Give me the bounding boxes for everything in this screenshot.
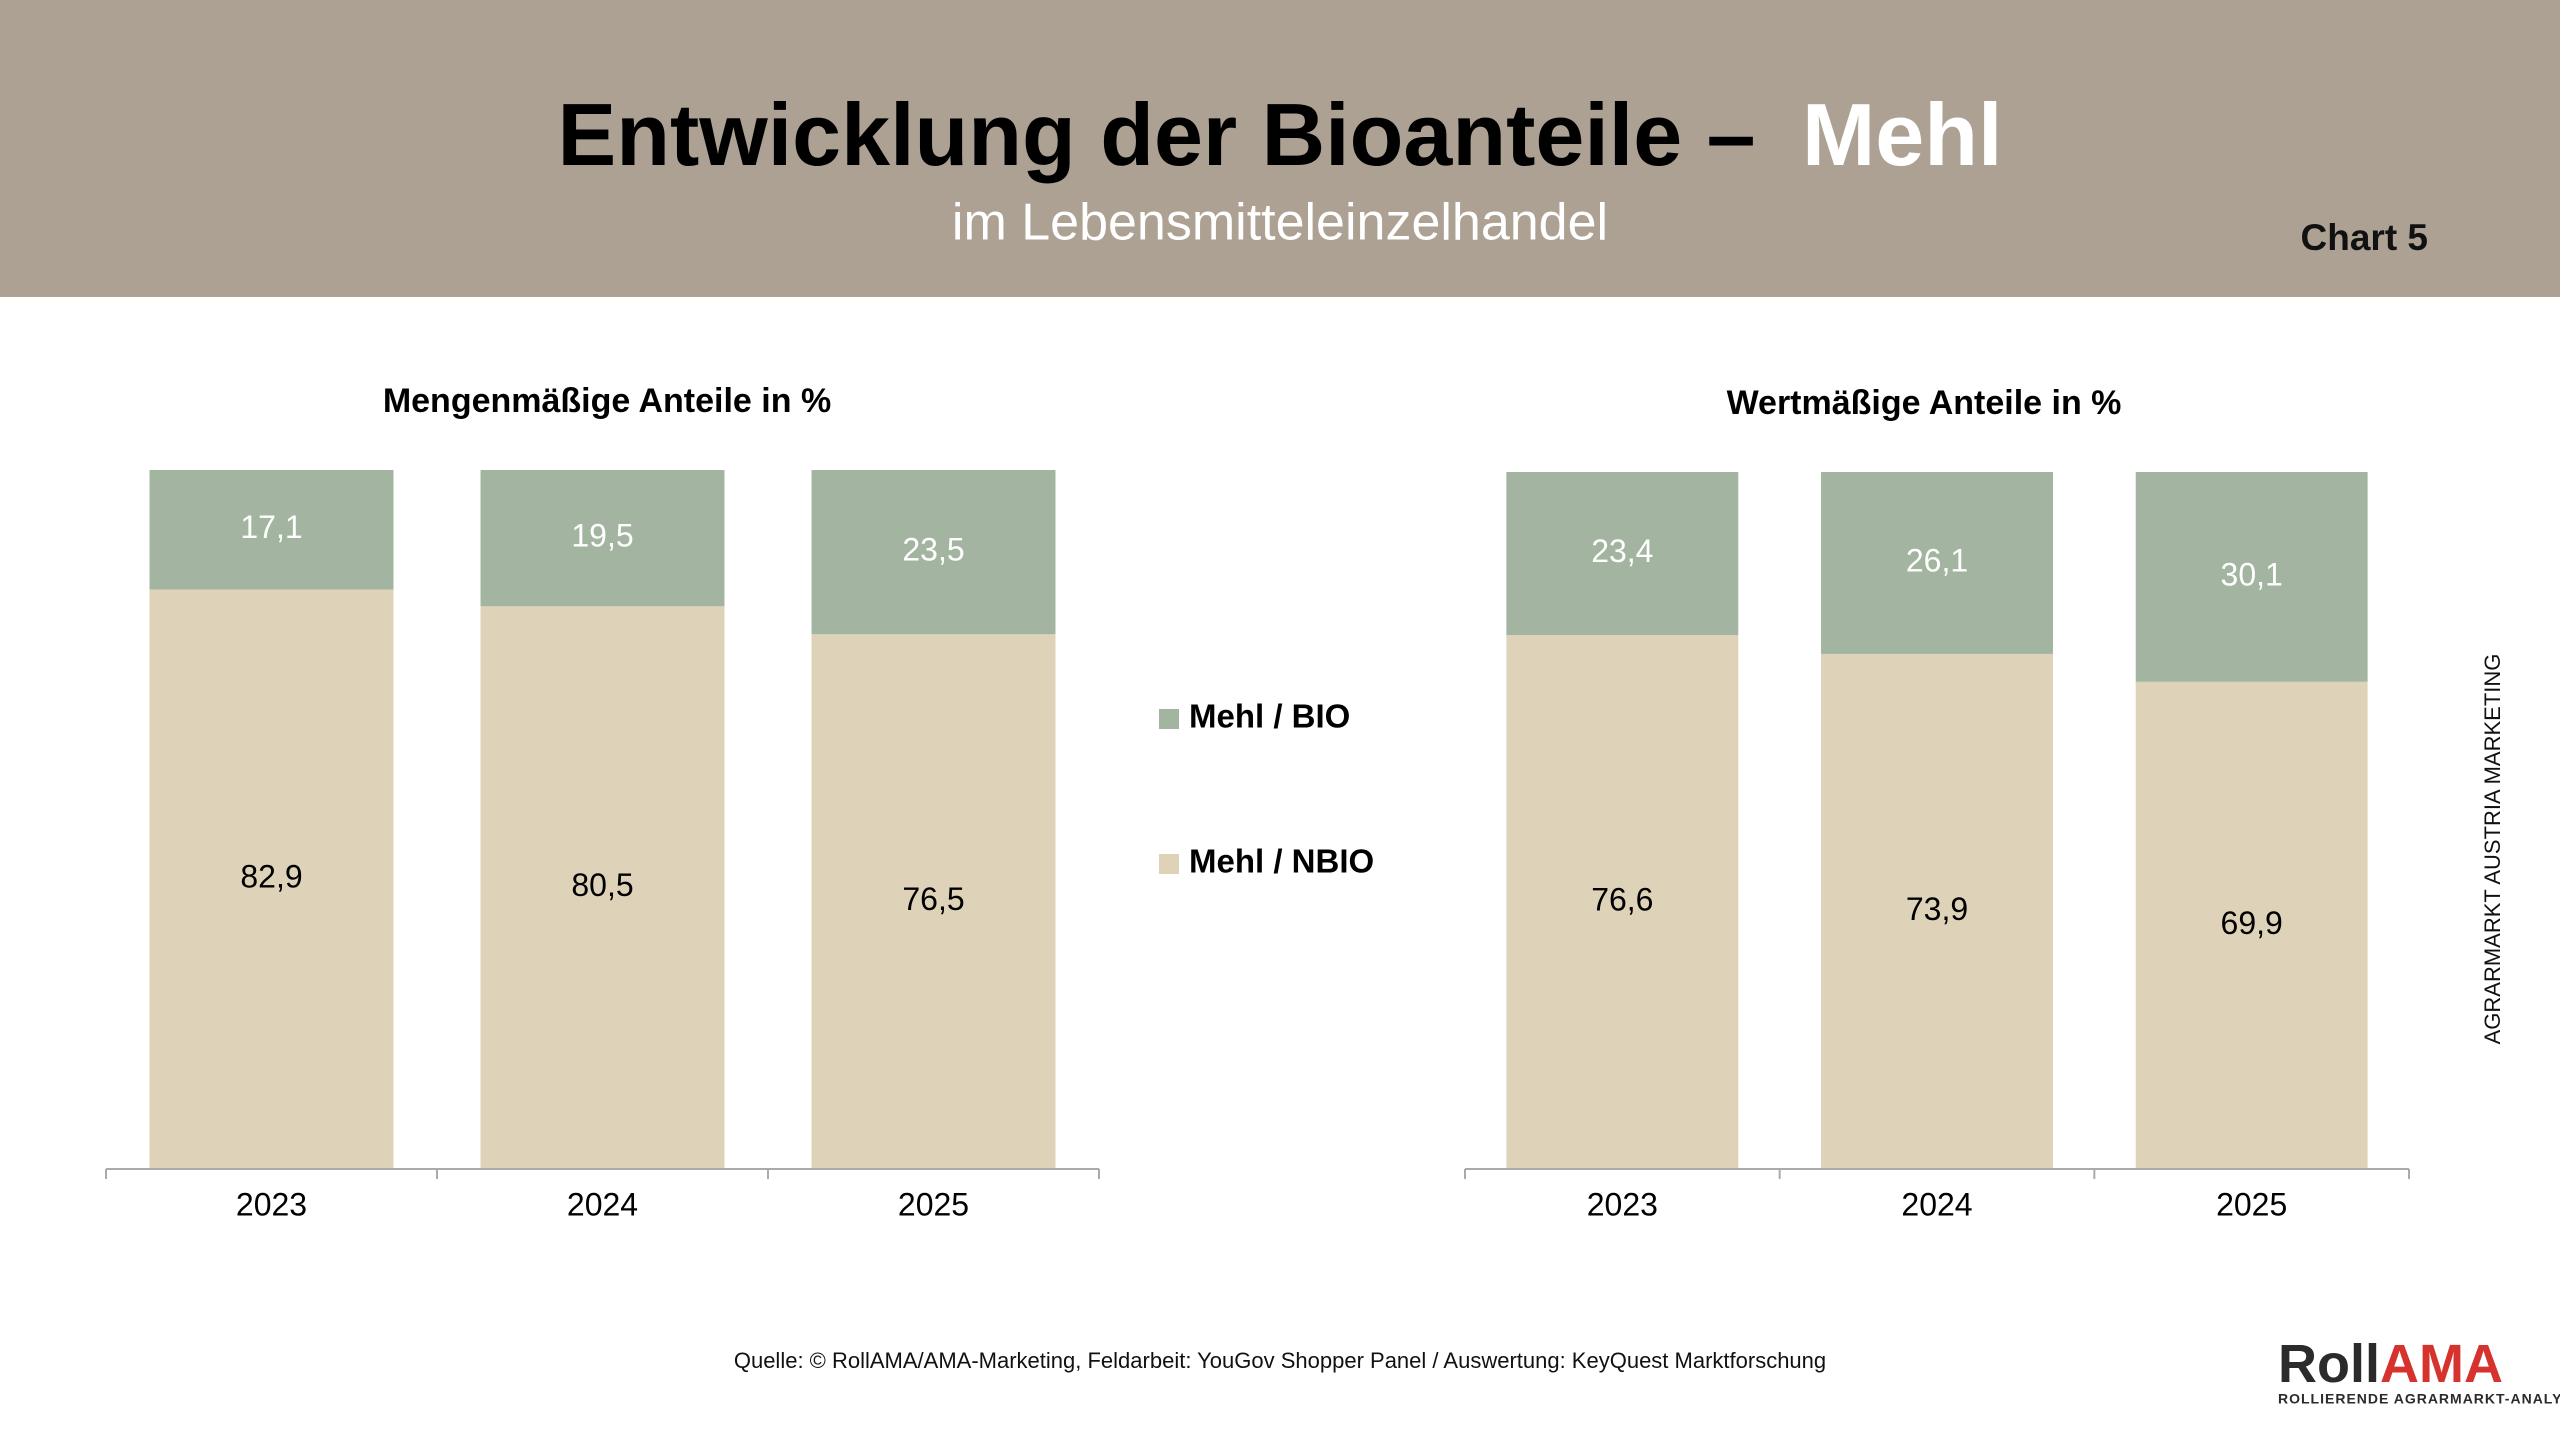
x-tick-label: 2025 [2216, 1186, 2287, 1222]
header-band [0, 0, 2560, 297]
bar-segment [1821, 653, 2053, 1169]
logo: RollAMA [2278, 1334, 2503, 1394]
value-label: 76,5 [902, 881, 964, 917]
header-subtitle: im Lebensmitteleinzelhandel [952, 194, 1608, 252]
bar-segment [2135, 472, 2368, 682]
bar-segment [149, 589, 394, 1169]
bar-segment [1506, 472, 1739, 636]
x-tick-label: 2024 [567, 1186, 638, 1222]
value-label: 19,5 [571, 518, 633, 554]
value-label: 30,1 [2221, 556, 2283, 592]
bar-segment [480, 606, 725, 1169]
bar-segment [480, 470, 725, 607]
value-label: 23,4 [1591, 533, 1653, 569]
value-label: 26,1 [1906, 542, 1968, 578]
chart-title: Wertmäßige Anteile in % [1727, 384, 2122, 422]
x-tick-label: 2024 [1901, 1186, 1972, 1222]
source-note: Quelle: © RollAMA/AMA-Marketing, Feldarb… [734, 1348, 1826, 1373]
x-tick-label: 2023 [236, 1186, 307, 1222]
chart-title: Mengenmäßige Anteile in % [383, 382, 831, 420]
chart-label: Chart 5 [2301, 217, 2428, 258]
value-label: 76,6 [1591, 882, 1653, 918]
x-tick-label: 2023 [1587, 1186, 1658, 1222]
legend-label: Mehl / NBIO [1189, 843, 1374, 880]
value-label: 80,5 [571, 867, 633, 903]
bar-segment [811, 470, 1056, 635]
value-label: 23,5 [902, 532, 964, 568]
bar-segment [2135, 681, 2368, 1169]
value-label: 69,9 [2221, 905, 2283, 941]
bar-segment [1821, 472, 2053, 654]
legend-label: Mehl / BIO [1189, 698, 1350, 735]
value-label: 82,9 [240, 859, 302, 895]
legend-swatch [1159, 854, 1179, 874]
logo-part: Roll [2278, 1334, 2380, 1394]
legend-swatch [1159, 709, 1179, 729]
x-tick-label: 2025 [898, 1186, 969, 1222]
logo-part: AMA [2380, 1334, 2503, 1394]
bar-segment [811, 634, 1056, 1169]
title-highlight: Mehl [1802, 85, 2002, 184]
bar-segment [149, 470, 394, 590]
side-text: AGRARMARKT AUSTRIA MARKETING [2480, 654, 2505, 1045]
header-title: Entwicklung der Bioanteile – Mehl [558, 85, 2003, 184]
bar-segment [1506, 635, 1739, 1169]
logo-tagline: ROLLIERENDE AGRARMARKT-ANALYSE [2278, 1391, 2560, 1407]
title-main: Entwicklung der Bioanteile – [558, 85, 1756, 184]
value-label: 17,1 [240, 509, 302, 545]
value-label: 73,9 [1906, 891, 1968, 927]
